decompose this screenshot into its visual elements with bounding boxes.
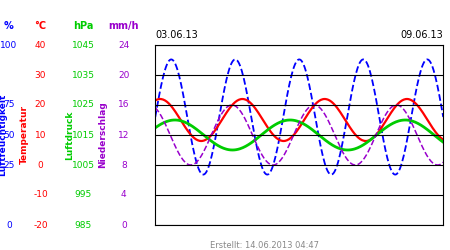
Text: Niederschlag: Niederschlag — [98, 102, 107, 168]
Text: 4: 4 — [121, 190, 126, 200]
Text: 1015: 1015 — [72, 130, 95, 140]
Text: 40: 40 — [35, 40, 46, 50]
Text: 1005: 1005 — [72, 160, 95, 170]
Text: 0: 0 — [121, 220, 126, 230]
Text: 100: 100 — [0, 40, 18, 50]
Text: 25: 25 — [3, 160, 15, 170]
Text: 0: 0 — [6, 220, 12, 230]
Text: 50: 50 — [3, 130, 15, 140]
Text: %: % — [4, 21, 14, 31]
Text: 8: 8 — [121, 160, 126, 170]
Text: 12: 12 — [118, 130, 130, 140]
Text: 24: 24 — [118, 40, 130, 50]
Text: 20: 20 — [118, 70, 130, 80]
Text: Luftfeuchtigkeit: Luftfeuchtigkeit — [0, 94, 7, 176]
Text: -10: -10 — [33, 190, 48, 200]
Text: 20: 20 — [35, 100, 46, 110]
Text: 09.06.13: 09.06.13 — [400, 30, 443, 40]
Text: Luftdruck: Luftdruck — [65, 110, 74, 160]
Text: 995: 995 — [75, 190, 92, 200]
Text: 30: 30 — [35, 70, 46, 80]
Text: 0: 0 — [38, 160, 43, 170]
Text: mm/h: mm/h — [108, 21, 139, 31]
Text: hPa: hPa — [73, 21, 94, 31]
Text: 03.06.13: 03.06.13 — [155, 30, 198, 40]
Text: 1045: 1045 — [72, 40, 94, 50]
Text: Erstellt: 14.06.2013 04:47: Erstellt: 14.06.2013 04:47 — [210, 241, 319, 250]
Text: 985: 985 — [75, 220, 92, 230]
Text: 1025: 1025 — [72, 100, 94, 110]
Text: 75: 75 — [3, 100, 15, 110]
Text: 10: 10 — [35, 130, 46, 140]
Text: °C: °C — [35, 21, 46, 31]
Text: -20: -20 — [33, 220, 48, 230]
Text: 1035: 1035 — [72, 70, 95, 80]
Text: 16: 16 — [118, 100, 130, 110]
Text: Temperatur: Temperatur — [20, 106, 29, 164]
